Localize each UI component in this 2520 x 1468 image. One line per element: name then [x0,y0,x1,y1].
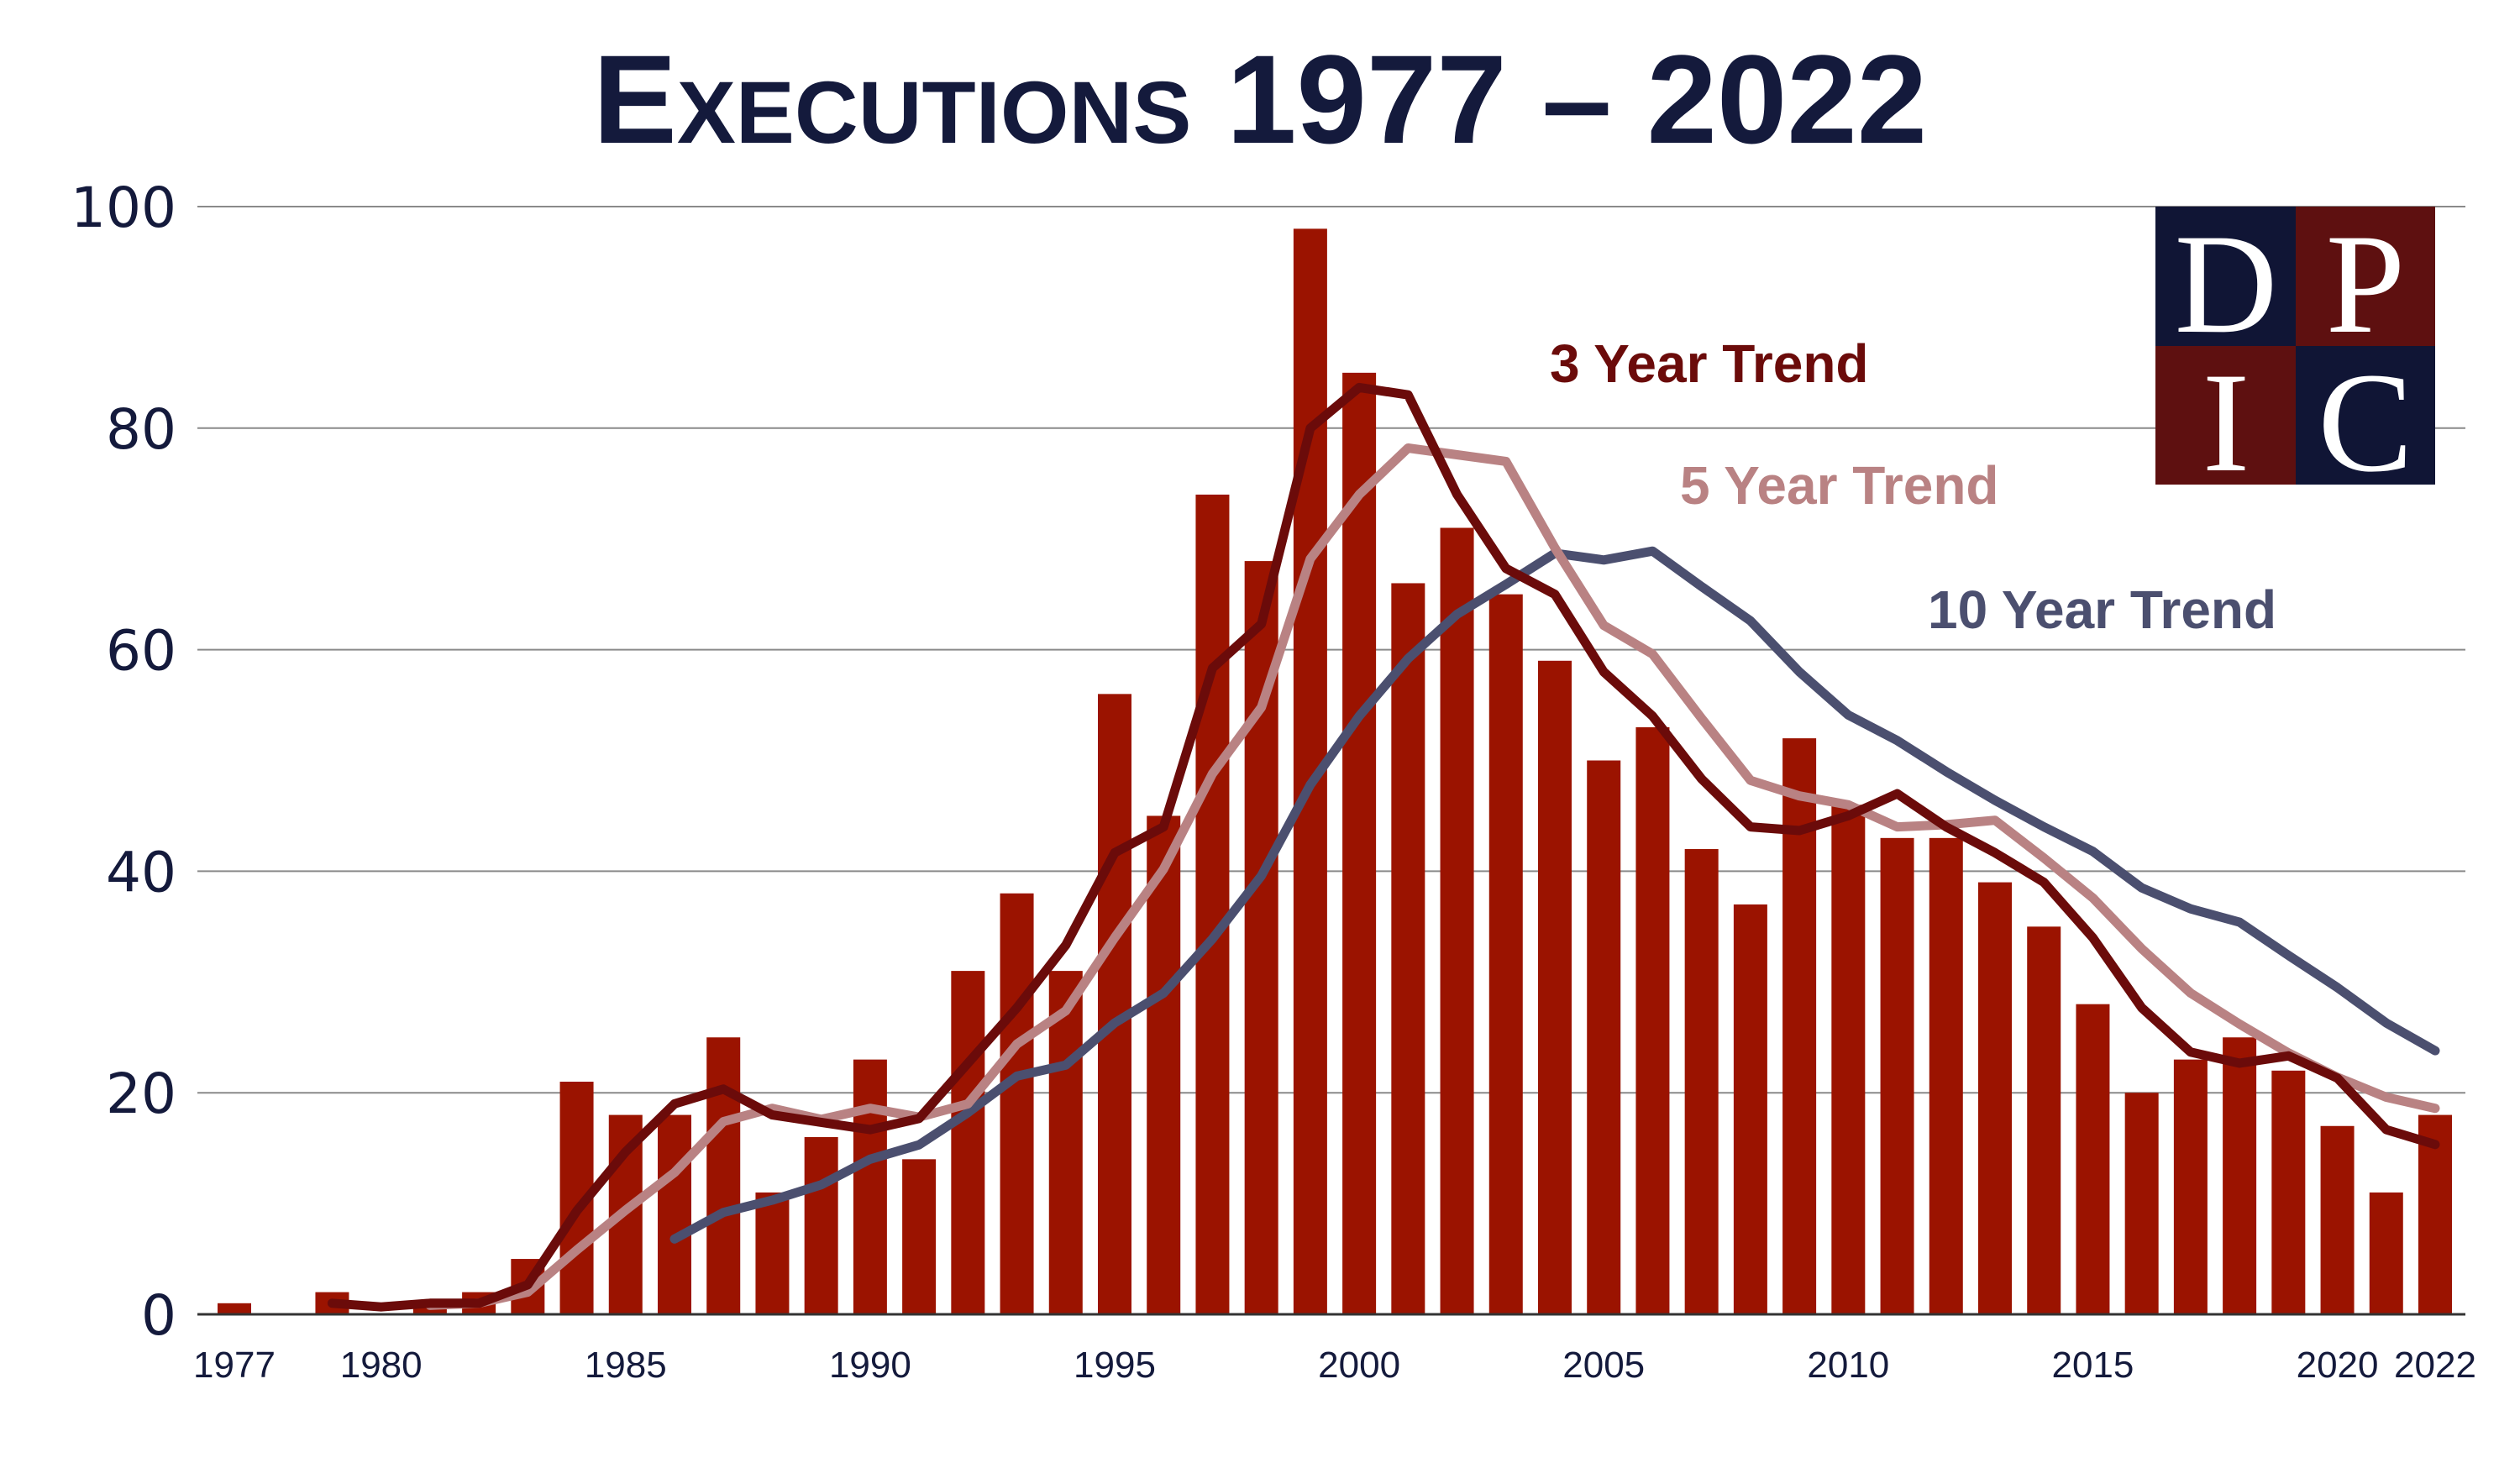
y-tick-label: 60 [106,619,176,684]
dpic-logo: D P I C [2155,205,2435,501]
bar-2011 [1880,837,1914,1314]
bar-2004 [1538,660,1572,1314]
bar-1986 [658,1114,691,1314]
x-tick-label: 2010 [1807,1345,1889,1386]
bar-1988 [755,1192,790,1314]
bar-2021 [2369,1192,2403,1314]
bar-1991 [902,1159,937,1314]
trend-lines [327,382,2440,1312]
bar-2007 [1684,849,1719,1314]
trend-line-3-year [327,382,2440,1312]
x-tick-label: 1995 [1074,1345,1156,1386]
gridlines [197,206,2465,1094]
bar-1992 [951,971,985,1314]
y-axis-ticks: 0 20 40 60 80 100 [71,176,176,1348]
x-tick-label: 1990 [829,1345,911,1386]
bar-2010 [1831,805,1866,1314]
bars [218,228,2452,1315]
bar-2013 [1978,882,2012,1314]
bar-1987 [706,1037,741,1314]
svg-text:D: D [2175,205,2278,363]
bar-2000 [1342,372,1377,1315]
bar-1996 [1147,815,1181,1314]
bar-1994 [1048,971,1083,1314]
bar-1990 [853,1059,887,1314]
y-tick-label: 40 [106,840,176,904]
legend: 3 Year Trend 5 Year Trend 10 Year Trend [1550,333,2276,640]
bar-2003 [1488,594,1523,1314]
svg-text:C: C [2318,343,2412,501]
y-tick-label: 80 [106,397,176,462]
bar-2019 [2271,1070,2306,1314]
x-tick-label: 2020 [2297,1345,2379,1386]
bar-1993 [1000,893,1034,1314]
x-tick-label: 1977 [193,1345,276,1386]
y-tick-label: 20 [106,1062,176,1126]
bar-1995 [1098,694,1131,1314]
legend-3-year: 3 Year Trend [1550,333,1869,394]
bar-2017 [2173,1059,2208,1314]
bar-2016 [2124,1093,2159,1314]
bar-2002 [1440,527,1474,1314]
bar-2008 [1733,904,1767,1314]
bar-2014 [2027,926,2061,1314]
y-tick-label: 0 [141,1283,176,1348]
x-tick-label: 2022 [2394,1345,2476,1386]
x-tick-label: 2005 [1562,1345,1645,1386]
bar-2015 [2076,1004,2110,1314]
x-tick-label: 1985 [585,1345,667,1386]
x-tick-label: 2015 [2051,1345,2134,1386]
bar-1989 [804,1136,838,1314]
bar-1997 [1195,494,1230,1314]
x-axis-ticks: 1977 1980 1985 1990 1995 2000 2005 2010 2015 2020… [193,1345,2476,1386]
bar-2001 [1391,583,1425,1314]
x-tick-label: 2000 [1318,1345,1400,1386]
legend-10-year: 10 Year Trend [1928,579,2276,640]
bar-2012 [1929,837,1963,1314]
chart-title: Executions 1977 – 2022 [593,29,1927,170]
bar-1977 [218,1303,251,1314]
bar-2006 [1635,726,1670,1314]
y-tick-label: 100 [71,176,176,240]
bar-2018 [2223,1037,2257,1314]
legend-5-year: 5 Year Trend [1680,455,1999,516]
bar-2020 [2320,1125,2355,1314]
svg-text:I: I [2202,343,2250,501]
bar-2005 [1587,760,1621,1314]
x-tick-label: 1980 [340,1345,423,1386]
svg-text:P: P [2326,205,2406,363]
